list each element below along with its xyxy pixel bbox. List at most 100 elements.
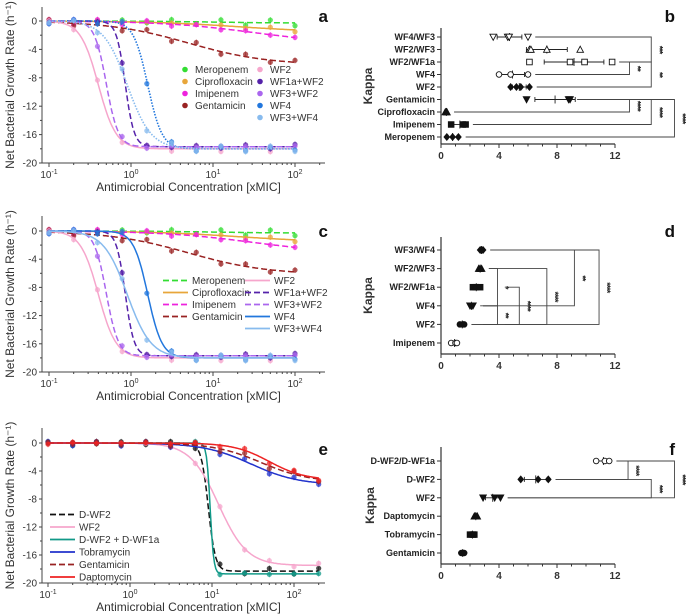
data-point (266, 461, 272, 467)
significance-stars: * (501, 286, 511, 290)
data-point (267, 32, 273, 38)
data-point (193, 357, 199, 363)
data-point (168, 349, 175, 355)
legend-label: WF3+WF2 (274, 300, 322, 311)
y-tick-label: 0 (31, 17, 37, 28)
marker-triangle-up (473, 511, 482, 520)
x-tick-label: 0 (438, 361, 444, 372)
category-label: Gentamicin (386, 95, 435, 105)
data-point (292, 233, 298, 239)
x-tick-label: 12 (609, 151, 621, 162)
x-tick-label: 12 (609, 571, 621, 582)
data-point (243, 149, 249, 155)
significance-stars: **** (677, 113, 687, 125)
data-point (267, 143, 273, 149)
data-point (266, 558, 272, 564)
significance-stars: **** (522, 301, 532, 313)
data-point (242, 547, 248, 553)
data-point (143, 440, 149, 446)
marker-diamond (449, 133, 456, 141)
x-tick-exponent: 1 (217, 169, 221, 176)
significance-stars-text: ** (577, 275, 587, 282)
y-tick-label: -16 (23, 130, 38, 141)
data-point (292, 148, 298, 155)
series-line-daptomycin (48, 442, 319, 479)
marker-triangle-down (468, 302, 477, 311)
data-point (267, 269, 273, 275)
panel-label: e (319, 440, 328, 459)
marker-circle (592, 457, 600, 465)
y-tick-label: -12 (23, 102, 38, 113)
category-label: WF4/WF3 (395, 32, 436, 42)
data-point (266, 571, 272, 577)
x-tick-label: 102 (287, 378, 302, 390)
significance-bracket (471, 249, 600, 325)
data-point (292, 57, 298, 63)
category-label: Gentamicin (386, 548, 435, 558)
data-point (168, 233, 175, 239)
y-tick-label: -16 (23, 339, 38, 350)
data-point (144, 290, 150, 296)
data-point (119, 343, 125, 349)
category-label: WF4 (416, 70, 435, 80)
data-point (218, 27, 224, 33)
data-point (168, 248, 175, 254)
significance-stars-text: *** (654, 485, 664, 494)
data-point (144, 128, 150, 134)
marker-diamond (526, 83, 533, 91)
category-label: WF2/WF1a (389, 282, 435, 292)
data-point (168, 38, 175, 44)
marker-square (581, 58, 588, 66)
marker-circle (460, 321, 468, 328)
data-point (119, 276, 125, 282)
data-point (94, 77, 101, 83)
significance-stars: **** (677, 474, 687, 486)
marker-square (526, 58, 533, 66)
data-point (168, 148, 175, 154)
marker-square (462, 121, 469, 128)
x-tick-label: 8 (554, 571, 560, 582)
marker-diamond (517, 475, 525, 484)
data-point (316, 565, 322, 571)
x-tick-exponent: -1 (51, 169, 57, 176)
category-label: Imipenem (393, 120, 435, 130)
marker-diamond (455, 133, 462, 141)
legend-label: Daptomycin (79, 573, 132, 584)
significance-stars: **** (631, 465, 641, 477)
x-tick-exponent: 2 (299, 169, 303, 176)
x-tick-exponent: 2 (299, 378, 303, 385)
data-point (168, 23, 175, 29)
data-point (292, 267, 298, 273)
significance-stars: *** (654, 485, 664, 494)
data-point (94, 253, 101, 259)
data-point (144, 26, 150, 33)
chart-panel-f: 0 4 8 12 Kappa f D-WF2/D-WF1a D-WF2 WF2 Daptomyci… (363, 440, 687, 582)
marker-triangle-up (477, 264, 486, 272)
marker-diamond (534, 475, 542, 484)
marker-triangle-down (522, 96, 531, 104)
data-point (119, 28, 125, 34)
legend-label: WF3+WF4 (274, 324, 322, 335)
y-tick-label: -8 (28, 73, 37, 84)
significance-stars: **** (550, 291, 560, 303)
significance-bracket (536, 61, 652, 88)
category-label: WF4 (416, 301, 435, 311)
panel-label: a (319, 7, 329, 26)
data-point (267, 242, 273, 248)
data-point (217, 571, 223, 578)
series-line-gentamicin (48, 442, 319, 480)
data-point (119, 60, 125, 66)
data-point (144, 18, 150, 24)
legend-label: Ciprofloxacin (195, 77, 253, 88)
data-point (217, 561, 223, 567)
x-tick-exponent: 0 (135, 378, 139, 385)
data-point (218, 143, 224, 149)
legend-label: WF1a+WF2 (274, 288, 328, 299)
significance-stars: ** (501, 313, 511, 320)
marker-triangle-up (542, 45, 551, 53)
x-axis-label: Antimicrobial Concentration [xMIC] (96, 180, 281, 194)
y-tick-label: -16 (23, 551, 38, 562)
category-label: WF2 (416, 493, 435, 503)
